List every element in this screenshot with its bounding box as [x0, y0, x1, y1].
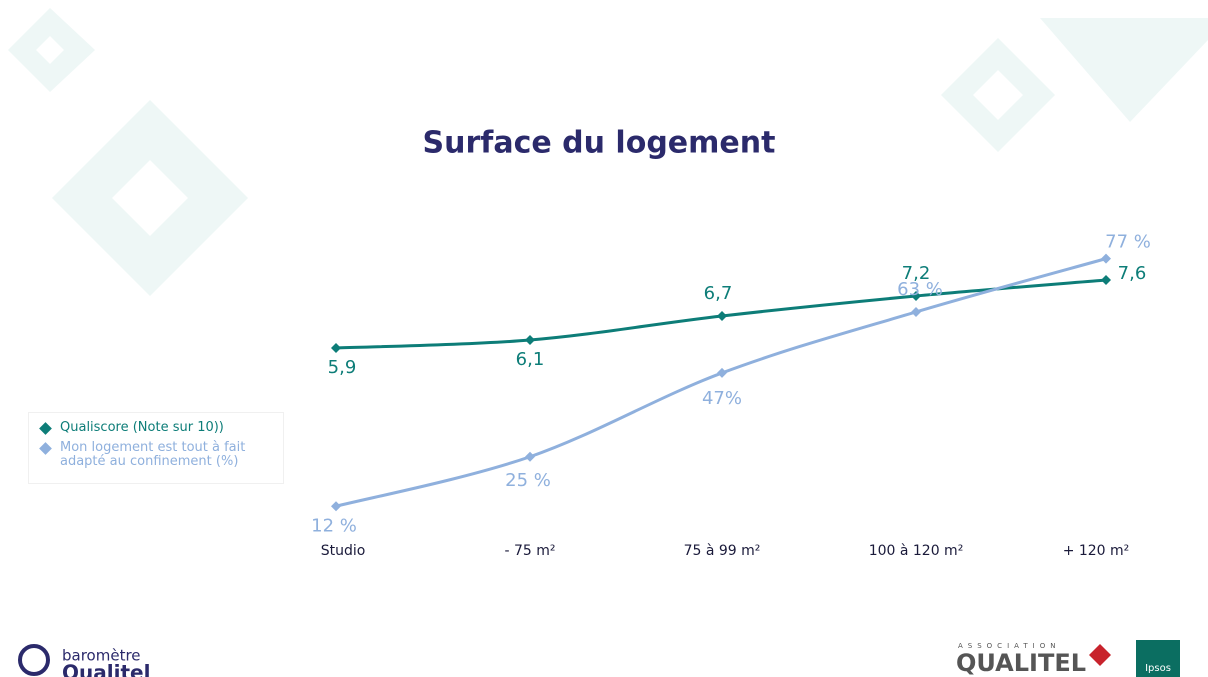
data-label: 47%	[702, 388, 742, 409]
data-label: 25 %	[505, 470, 551, 491]
logo-text: Qualitel	[62, 661, 150, 677]
logo-text: QUALITEL	[956, 649, 1086, 677]
marker	[1101, 253, 1111, 264]
data-label: 77 %	[1105, 232, 1151, 253]
legend-label: Qualiscore (Note sur 10))	[60, 420, 224, 435]
legend-swatch	[39, 442, 52, 455]
data-label: 5,9	[328, 357, 357, 378]
x-tick-label: 100 à 120 m²	[869, 543, 964, 559]
footer: baromètre Qualitel ASSOCIATION QUALITEL …	[18, 640, 1180, 677]
marker	[525, 335, 535, 345]
marker	[911, 291, 921, 301]
legend-label: Mon logement est tout à fait adapté au c…	[60, 440, 246, 469]
logo-text: baromètre	[62, 647, 141, 665]
x-tick-label: - 75 m²	[504, 543, 555, 559]
marker	[331, 501, 341, 512]
logo-text: ASSOCIATION	[958, 642, 1060, 650]
data-label: 12 %	[311, 515, 357, 536]
marker	[1101, 275, 1111, 285]
x-tick-label: Studio	[321, 543, 366, 559]
data-label: 63 %	[897, 279, 943, 300]
data-label: 7,2	[902, 263, 931, 284]
chart-title: Surface du logement	[423, 126, 776, 161]
data-label: 6,7	[704, 283, 733, 304]
marker	[525, 451, 535, 462]
logo-text: Ipsos	[1145, 663, 1171, 674]
legend-item: Mon logement est tout à fait adapté au c…	[39, 440, 275, 469]
marker	[717, 367, 727, 378]
marker	[331, 343, 341, 353]
legend-swatch	[39, 422, 52, 435]
data-label: 6,1	[516, 349, 545, 370]
legend-item: Qualiscore (Note sur 10))	[39, 420, 275, 435]
legend: Qualiscore (Note sur 10)) Mon logement es…	[28, 412, 284, 484]
marker	[911, 306, 921, 317]
x-tick-label: + 120 m²	[1063, 543, 1130, 559]
x-tick-label: 75 à 99 m²	[684, 543, 761, 559]
data-label: 7,6	[1118, 263, 1147, 284]
decoration	[8, 8, 1208, 296]
marker	[717, 311, 727, 321]
